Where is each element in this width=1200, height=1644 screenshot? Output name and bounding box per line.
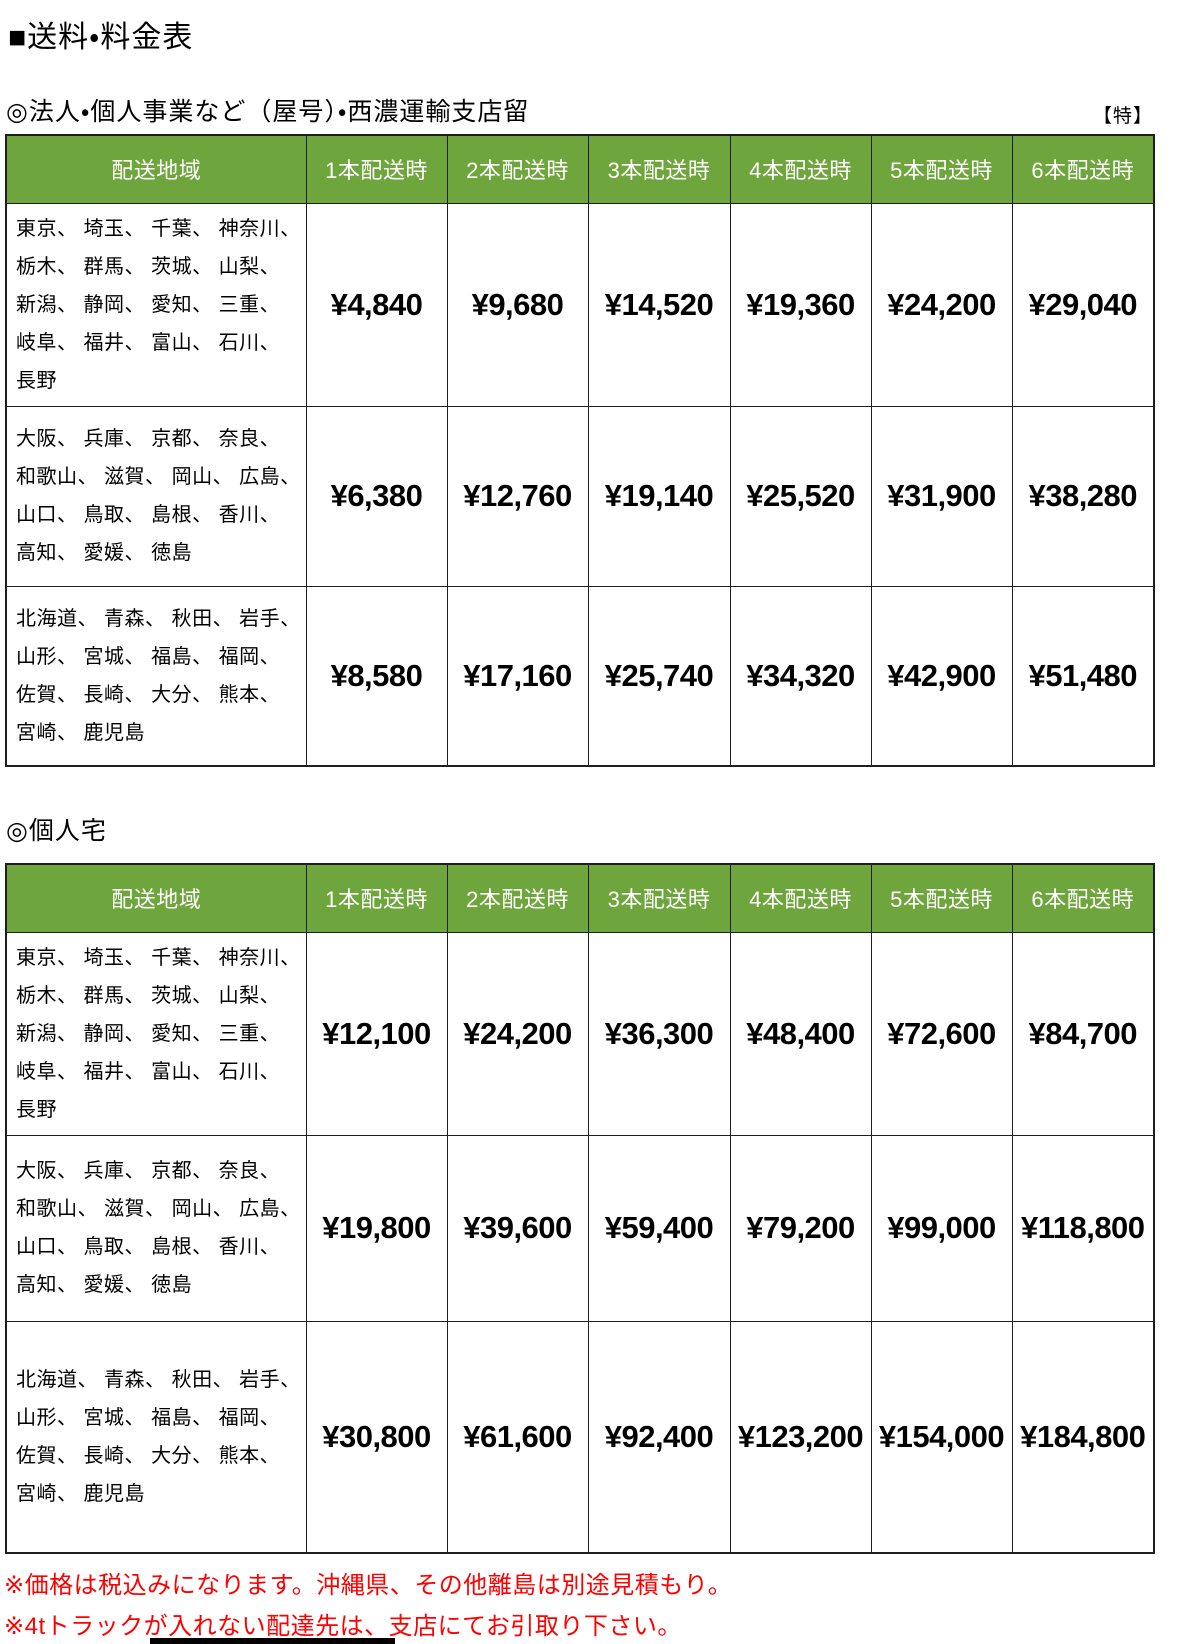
price-cell: ¥14,520: [587, 202, 731, 407]
price-cell: ¥48,400: [729, 931, 872, 1136]
price-cell: ¥29,040: [1011, 202, 1155, 407]
business-shipping-table: 配送地域 1本配送時 2本配送時 3本配送時 4本配送時 5本配送時 6本配送時…: [5, 134, 1155, 767]
price-cell: ¥19,800: [305, 1134, 448, 1322]
region-cell: 東京、 埼玉、 千葉、 神奈川、 栃木、 群馬、 茨城、 山梨、 新潟、 静岡、…: [5, 931, 307, 1136]
personal-table-subtitle: ◎個人宅: [6, 817, 107, 845]
price-cell: ¥12,100: [305, 931, 448, 1136]
corner-note: 【特】: [1092, 106, 1153, 127]
region-cell: 大阪、 兵庫、 京都、 奈良、 和歌山、 滋賀、 岡山、 広島、 山口、 鳥取、…: [5, 1134, 307, 1322]
price-cell: ¥184,800: [1011, 1320, 1155, 1554]
column-header-6unit: 6本配送時: [1011, 134, 1155, 204]
header-row: 配送地域 1本配送時 2本配送時 3本配送時 4本配送時 5本配送時 6本配送時: [5, 863, 1155, 933]
column-header-1unit: 1本配送時: [305, 863, 448, 933]
table-row-kansai-chugoku-shikoku: 大阪、 兵庫、 京都、 奈良、 和歌山、 滋賀、 岡山、 広島、 山口、 鳥取、…: [5, 1134, 1155, 1322]
price-cell: ¥59,400: [587, 1134, 731, 1322]
price-cell: ¥51,480: [1011, 585, 1155, 767]
business-table-subtitle: ◎法人・個人事業など（屋号）・西濃運輸支店留: [6, 98, 530, 126]
table-row-kanto-chubu: 東京、 埼玉、 千葉、 神奈川、 栃木、 群馬、 茨城、 山梨、 新潟、 静岡、…: [5, 931, 1155, 1136]
price-cell: ¥34,320: [729, 585, 872, 767]
price-cell: ¥6,380: [305, 405, 448, 587]
table-row-kansai-chugoku-shikoku: 大阪、 兵庫、 京都、 奈良、 和歌山、 滋賀、 岡山、 広島、 山口、 鳥取、…: [5, 405, 1155, 587]
price-cell: ¥42,900: [870, 585, 1013, 767]
price-cell: ¥36,300: [587, 931, 731, 1136]
column-header-5unit: 5本配送時: [870, 863, 1013, 933]
price-cell: ¥25,740: [587, 585, 731, 767]
price-cell: ¥154,000: [870, 1320, 1013, 1554]
price-cell: ¥9,680: [446, 202, 589, 407]
price-cell: ¥12,760: [446, 405, 589, 587]
region-cell: 東京、 埼玉、 千葉、 神奈川、 栃木、 群馬、 茨城、 山梨、 新潟、 静岡、…: [5, 202, 307, 407]
price-cell: ¥118,800: [1011, 1134, 1155, 1322]
region-cell: 北海道、 青森、 秋田、 岩手、 山形、 宮城、 福島、 福岡、 佐賀、 長崎、…: [5, 1320, 307, 1554]
price-cell: ¥72,600: [870, 931, 1013, 1136]
price-cell: ¥24,200: [870, 202, 1013, 407]
price-cell: ¥39,600: [446, 1134, 589, 1322]
price-cell: ¥79,200: [729, 1134, 872, 1322]
column-header-4unit: 4本配送時: [729, 134, 872, 204]
personal-shipping-table: 配送地域 1本配送時 2本配送時 3本配送時 4本配送時 5本配送時 6本配送時…: [5, 863, 1155, 1554]
cropped-content-bar: [150, 1638, 395, 1644]
column-header-1unit: 1本配送時: [305, 134, 448, 204]
price-cell: ¥8,580: [305, 585, 448, 767]
shipping-fee-page: ■送料・料金表 ◎法人・個人事業など（屋号）・西濃運輸支店留 【特】 配送地域 …: [0, 12, 1200, 1644]
region-cell: 北海道、 青森、 秋田、 岩手、 山形、 宮城、 福島、 福岡、 佐賀、 長崎、…: [5, 585, 307, 767]
header-row: 配送地域 1本配送時 2本配送時 3本配送時 4本配送時 5本配送時 6本配送時: [5, 134, 1155, 204]
price-cell: ¥19,360: [729, 202, 872, 407]
note-tax-okinawa: ※価格は税込みになります。沖縄県、その他離島は別途見積もり。: [4, 1572, 733, 1599]
price-cell: ¥31,900: [870, 405, 1013, 587]
price-cell: ¥38,280: [1011, 405, 1155, 587]
column-header-4unit: 4本配送時: [729, 863, 872, 933]
column-header-3unit: 3本配送時: [587, 863, 731, 933]
table-row-hokkaido-tohoku-kyushu: 北海道、 青森、 秋田、 岩手、 山形、 宮城、 福島、 福岡、 佐賀、 長崎、…: [5, 1320, 1155, 1554]
price-cell: ¥123,200: [729, 1320, 872, 1554]
price-cell: ¥17,160: [446, 585, 589, 767]
column-header-5unit: 5本配送時: [870, 134, 1013, 204]
table-row-kanto-chubu: 東京、 埼玉、 千葉、 神奈川、 栃木、 群馬、 茨城、 山梨、 新潟、 静岡、…: [5, 202, 1155, 407]
page-title: ■送料・料金表: [8, 21, 194, 54]
business-table-caption-row: ◎法人・個人事業など（屋号）・西濃運輸支店留 【特】: [6, 92, 1153, 128]
price-cell: ¥25,520: [729, 405, 872, 587]
region-cell: 大阪、 兵庫、 京都、 奈良、 和歌山、 滋賀、 岡山、 広島、 山口、 鳥取、…: [5, 405, 307, 587]
column-header-2unit: 2本配送時: [446, 134, 589, 204]
column-header-region: 配送地域: [5, 134, 307, 204]
price-cell: ¥19,140: [587, 405, 731, 587]
price-cell: ¥92,400: [587, 1320, 731, 1554]
column-header-3unit: 3本配送時: [587, 134, 731, 204]
price-cell: ¥4,840: [305, 202, 448, 407]
price-cell: ¥30,800: [305, 1320, 448, 1554]
price-cell: ¥84,700: [1011, 931, 1155, 1136]
price-cell: ¥24,200: [446, 931, 589, 1136]
table-row-hokkaido-tohoku-kyushu: 北海道、 青森、 秋田、 岩手、 山形、 宮城、 福島、 福岡、 佐賀、 長崎、…: [5, 585, 1155, 767]
price-cell: ¥99,000: [870, 1134, 1013, 1322]
column-header-2unit: 2本配送時: [446, 863, 589, 933]
column-header-6unit: 6本配送時: [1011, 863, 1155, 933]
column-header-region: 配送地域: [5, 863, 307, 933]
price-cell: ¥61,600: [446, 1320, 589, 1554]
